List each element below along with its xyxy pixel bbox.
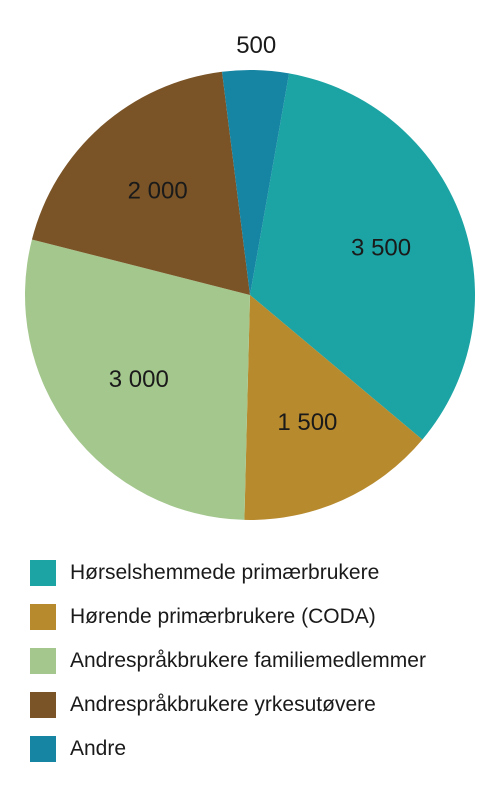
- legend-swatch: [30, 736, 56, 762]
- slice-value-label: 3 500: [351, 234, 411, 261]
- pie-chart: 3 500 1 500 3 000 2 000 500: [0, 0, 500, 550]
- legend: Hørselshemmede primærbrukere Hørende prim…: [0, 550, 500, 762]
- legend-swatch: [30, 604, 56, 630]
- slice-value-label: 3 000: [109, 366, 169, 393]
- legend-label: Andrespråkbrukere yrkesutøvere: [70, 693, 376, 717]
- legend-label: Andrespråkbrukere familiemedlemmer: [70, 649, 426, 673]
- legend-item: Andrespråkbrukere familiemedlemmer: [30, 648, 470, 674]
- pie-chart-container: 3 500 1 500 3 000 2 000 500: [0, 0, 500, 550]
- legend-swatch: [30, 560, 56, 586]
- legend-label: Hørselshemmede primærbrukere: [70, 561, 379, 585]
- legend-label: Hørende primærbrukere (CODA): [70, 605, 376, 629]
- slice-value-label: 1 500: [277, 409, 337, 436]
- legend-label: Andre: [70, 737, 126, 761]
- legend-item: Andre: [30, 736, 470, 762]
- legend-item: Hørende primærbrukere (CODA): [30, 604, 470, 630]
- slice-value-label: 2 000: [128, 177, 188, 204]
- legend-swatch: [30, 648, 56, 674]
- legend-item: Hørselshemmede primærbrukere: [30, 560, 470, 586]
- slice-value-label: 500: [236, 32, 276, 59]
- legend-swatch: [30, 692, 56, 718]
- legend-item: Andrespråkbrukere yrkesutøvere: [30, 692, 470, 718]
